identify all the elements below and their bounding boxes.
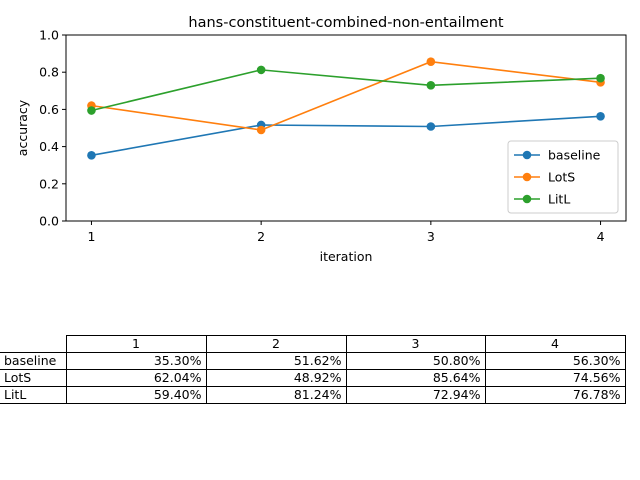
legend-marker-baseline bbox=[522, 150, 532, 160]
plot-area: 0.0 0.2 0.4 0.6 0.8 1.0 1 2 3 4 bbox=[39, 28, 627, 244]
x-tick-label: 3 bbox=[427, 229, 435, 244]
y-tick-label: 0.8 bbox=[39, 65, 59, 80]
data-point-LitL bbox=[256, 65, 266, 75]
y-tick-label: 1.0 bbox=[39, 28, 59, 43]
data-point-LotS bbox=[256, 125, 266, 135]
series-line-LotS bbox=[91, 60, 601, 131]
table-cell: 50.80% bbox=[345, 352, 486, 370]
y-tick-label: 0.0 bbox=[39, 214, 59, 229]
legend-label-LitL: LitL bbox=[548, 192, 570, 207]
table-column-header: 3 bbox=[345, 335, 486, 353]
results-table: 1 2 3 4 baseline 35.30% 51.62% 50.80% 56… bbox=[0, 335, 626, 404]
legend-label-baseline: baseline bbox=[548, 148, 601, 163]
series-line-baseline bbox=[91, 115, 601, 157]
table-column-header: 1 bbox=[65, 335, 207, 353]
chart-title: hans-constituent-combined-non-entailment bbox=[188, 15, 503, 31]
data-point-baseline bbox=[426, 122, 436, 131]
data-point-LotS bbox=[426, 57, 436, 67]
x-tick-label: 4 bbox=[597, 229, 605, 244]
table-cell: 74.56% bbox=[484, 369, 626, 387]
table-row-label: LitL bbox=[0, 386, 67, 404]
data-point-LitL bbox=[87, 106, 96, 115]
table-row: LotS 62.04% 48.92% 85.64% 74.56% bbox=[0, 369, 626, 387]
y-tick-label: 0.4 bbox=[39, 139, 59, 154]
data-point-baseline bbox=[596, 111, 605, 121]
data-point-LitL bbox=[426, 81, 436, 90]
x-axis-label: iteration bbox=[320, 249, 373, 264]
table-cell: 81.24% bbox=[205, 386, 347, 404]
table-cell: 76.78% bbox=[484, 386, 626, 404]
table-cell: 51.62% bbox=[205, 352, 347, 370]
table-row-label: LotS bbox=[0, 369, 67, 387]
data-point-LitL bbox=[596, 73, 605, 83]
table-cell: 62.04% bbox=[65, 369, 207, 387]
table-cell: 48.92% bbox=[205, 369, 347, 387]
table-cell: 72.94% bbox=[345, 386, 486, 404]
x-tick-label: 2 bbox=[257, 229, 265, 244]
y-tick-label: 0.2 bbox=[39, 176, 59, 191]
legend: baseline LotS LitL bbox=[507, 140, 619, 214]
table-header-row: 1 2 3 4 bbox=[0, 335, 626, 353]
table-corner bbox=[0, 336, 66, 353]
table-cell: 59.40% bbox=[65, 386, 207, 404]
table-cell: 56.30% bbox=[484, 352, 626, 370]
table-cell: 35.30% bbox=[65, 352, 207, 370]
legend-label-LotS: LotS bbox=[548, 170, 575, 185]
table-cell: 85.64% bbox=[345, 369, 486, 387]
legend-marker-LotS bbox=[522, 172, 532, 182]
table-row: LitL 59.40% 81.24% 72.94% 76.78% bbox=[0, 386, 626, 404]
data-point-baseline bbox=[87, 151, 96, 160]
table-row-label: baseline bbox=[0, 352, 67, 370]
table-column-header: 4 bbox=[484, 335, 626, 353]
table-row: baseline 35.30% 51.62% 50.80% 56.30% bbox=[0, 352, 626, 370]
legend-box bbox=[507, 140, 619, 214]
legend-marker-LitL bbox=[522, 194, 532, 204]
x-tick-label: 1 bbox=[87, 229, 95, 244]
y-axis-label: accuracy bbox=[15, 99, 30, 156]
series-line-LitL bbox=[91, 69, 601, 112]
table-column-header: 2 bbox=[205, 335, 347, 353]
axes-frame bbox=[65, 34, 627, 222]
y-tick-label: 0.6 bbox=[39, 102, 59, 117]
